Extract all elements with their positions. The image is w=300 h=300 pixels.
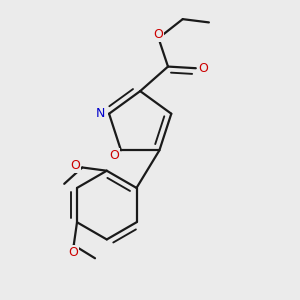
Text: O: O <box>110 149 119 162</box>
Text: O: O <box>198 62 208 75</box>
Text: N: N <box>96 107 106 120</box>
Text: O: O <box>153 28 163 41</box>
Text: O: O <box>70 159 80 172</box>
Text: O: O <box>68 246 78 259</box>
